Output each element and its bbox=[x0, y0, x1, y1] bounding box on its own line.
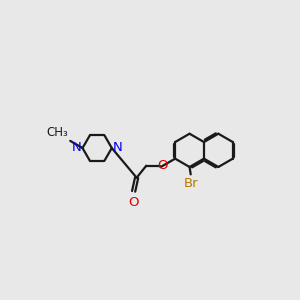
Text: N: N bbox=[113, 141, 122, 154]
Text: O: O bbox=[158, 159, 168, 172]
Text: N: N bbox=[72, 141, 81, 154]
Text: O: O bbox=[128, 196, 138, 208]
Text: Br: Br bbox=[183, 177, 198, 190]
Text: CH₃: CH₃ bbox=[46, 126, 68, 139]
